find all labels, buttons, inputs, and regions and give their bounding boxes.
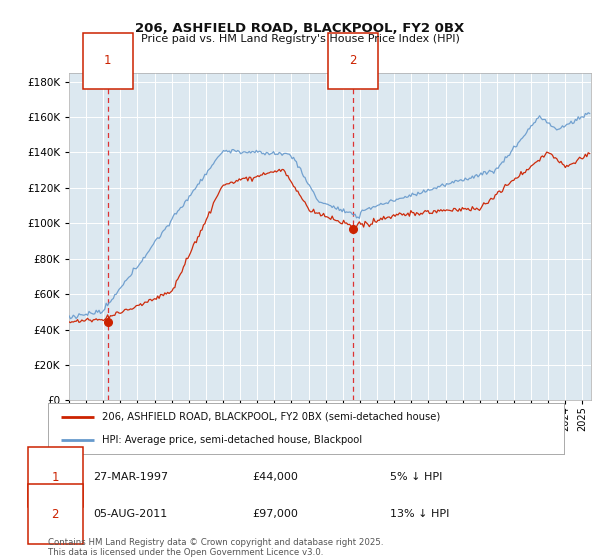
Text: 5% ↓ HPI: 5% ↓ HPI [390,472,442,482]
Text: 05-AUG-2011: 05-AUG-2011 [93,509,167,519]
Text: £97,000: £97,000 [252,509,298,519]
Text: 206, ASHFIELD ROAD, BLACKPOOL, FY2 0BX (semi-detached house): 206, ASHFIELD ROAD, BLACKPOOL, FY2 0BX (… [102,412,440,422]
Text: Price paid vs. HM Land Registry's House Price Index (HPI): Price paid vs. HM Land Registry's House … [140,34,460,44]
Text: 13% ↓ HPI: 13% ↓ HPI [390,509,449,519]
Text: HPI: Average price, semi-detached house, Blackpool: HPI: Average price, semi-detached house,… [102,435,362,445]
Text: £44,000: £44,000 [252,472,298,482]
Text: 206, ASHFIELD ROAD, BLACKPOOL, FY2 0BX: 206, ASHFIELD ROAD, BLACKPOOL, FY2 0BX [136,22,464,35]
Text: 1: 1 [104,54,111,68]
Text: Contains HM Land Registry data © Crown copyright and database right 2025.
This d: Contains HM Land Registry data © Crown c… [48,538,383,557]
Text: 2: 2 [349,54,357,68]
Text: 2: 2 [52,507,59,521]
Text: 1: 1 [52,470,59,484]
Text: 27-MAR-1997: 27-MAR-1997 [93,472,168,482]
